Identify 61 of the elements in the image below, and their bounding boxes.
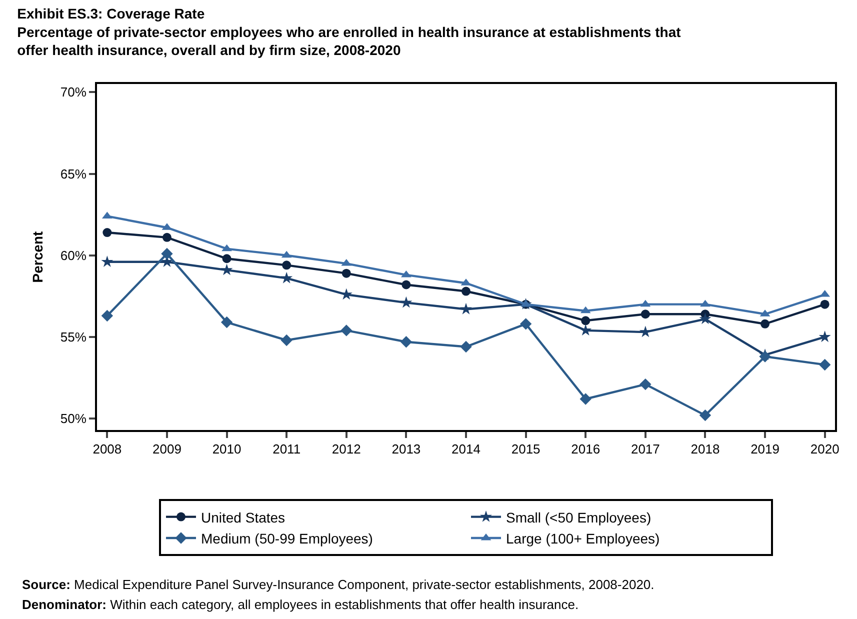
- point: [640, 310, 650, 319]
- point: [460, 340, 472, 353]
- legend-label: United States: [201, 509, 286, 526]
- point: [820, 300, 830, 309]
- point: [462, 286, 470, 296]
- point: [640, 378, 652, 390]
- point: [220, 316, 233, 328]
- x-tick-label: 2012: [332, 442, 361, 457]
- point: [402, 280, 411, 290]
- point: [580, 393, 592, 405]
- x-tick-label: 2013: [392, 442, 421, 457]
- y-tick-label: 70%: [60, 84, 87, 100]
- point: [639, 326, 652, 338]
- x-tick-label: 2017: [630, 442, 660, 457]
- point: [220, 264, 233, 276]
- x-tick-label: 2008: [92, 442, 122, 457]
- point: [102, 228, 112, 238]
- point: [101, 256, 114, 267]
- chart-subtitle: Percentage of private-sector employees who are enrolled in health insurance at establishments that offer health insurance, overall and by firm size, 2008-2020: [17, 24, 682, 58]
- point: [520, 318, 532, 330]
- point: [340, 324, 352, 336]
- x-tick-label: 2010: [212, 442, 242, 457]
- point: [460, 302, 472, 314]
- y-axis-title: Percent: [29, 230, 46, 283]
- x-tick-label: 2020: [810, 442, 840, 457]
- point: [280, 334, 292, 346]
- x-tick-label: 2015: [511, 442, 540, 457]
- point: [400, 296, 412, 308]
- point: [280, 272, 293, 284]
- point: [161, 248, 173, 260]
- point: [581, 316, 590, 326]
- point: [760, 319, 770, 328]
- chart-title: Exhibit ES.3: Coverage Rate: [17, 6, 205, 22]
- point: [699, 312, 712, 324]
- x-tick-label: 2018: [690, 442, 720, 457]
- text: Denominator: Within each category, all employees in establishments that offer health insurance.: [22, 597, 579, 612]
- x-tick-label: 2014: [452, 442, 480, 457]
- point: [282, 260, 292, 270]
- y-tick-label: 55%: [60, 330, 87, 345]
- y-tick-label: 60%: [60, 248, 87, 263]
- point: [400, 336, 412, 348]
- x-tick-label: 2016: [571, 442, 600, 457]
- point: [818, 358, 831, 371]
- x-tick-label: 2009: [152, 442, 182, 457]
- legend-label: Large (100+ Employees): [506, 530, 660, 546]
- point: [818, 330, 831, 342]
- point: [222, 244, 232, 252]
- point: [342, 268, 351, 278]
- y-tick-label: 65%: [60, 166, 87, 182]
- y-tick-label: 50%: [60, 411, 87, 426]
- point: [222, 254, 232, 264]
- point: [101, 310, 114, 322]
- point: [700, 300, 710, 307]
- point: [162, 232, 172, 242]
- point: [580, 324, 592, 336]
- source-note: Source: Medical Expenditure Panel Survey-Insurance Component, private-sector establishments, 2008-2020.: [22, 577, 654, 592]
- x-tick-label: 2011: [272, 442, 301, 457]
- legend-label: Small (<50 Employees): [506, 509, 652, 526]
- point: [699, 409, 712, 422]
- x-tick-label: 2019: [750, 442, 780, 457]
- legend-label: Medium (50-99 Employees): [201, 530, 373, 546]
